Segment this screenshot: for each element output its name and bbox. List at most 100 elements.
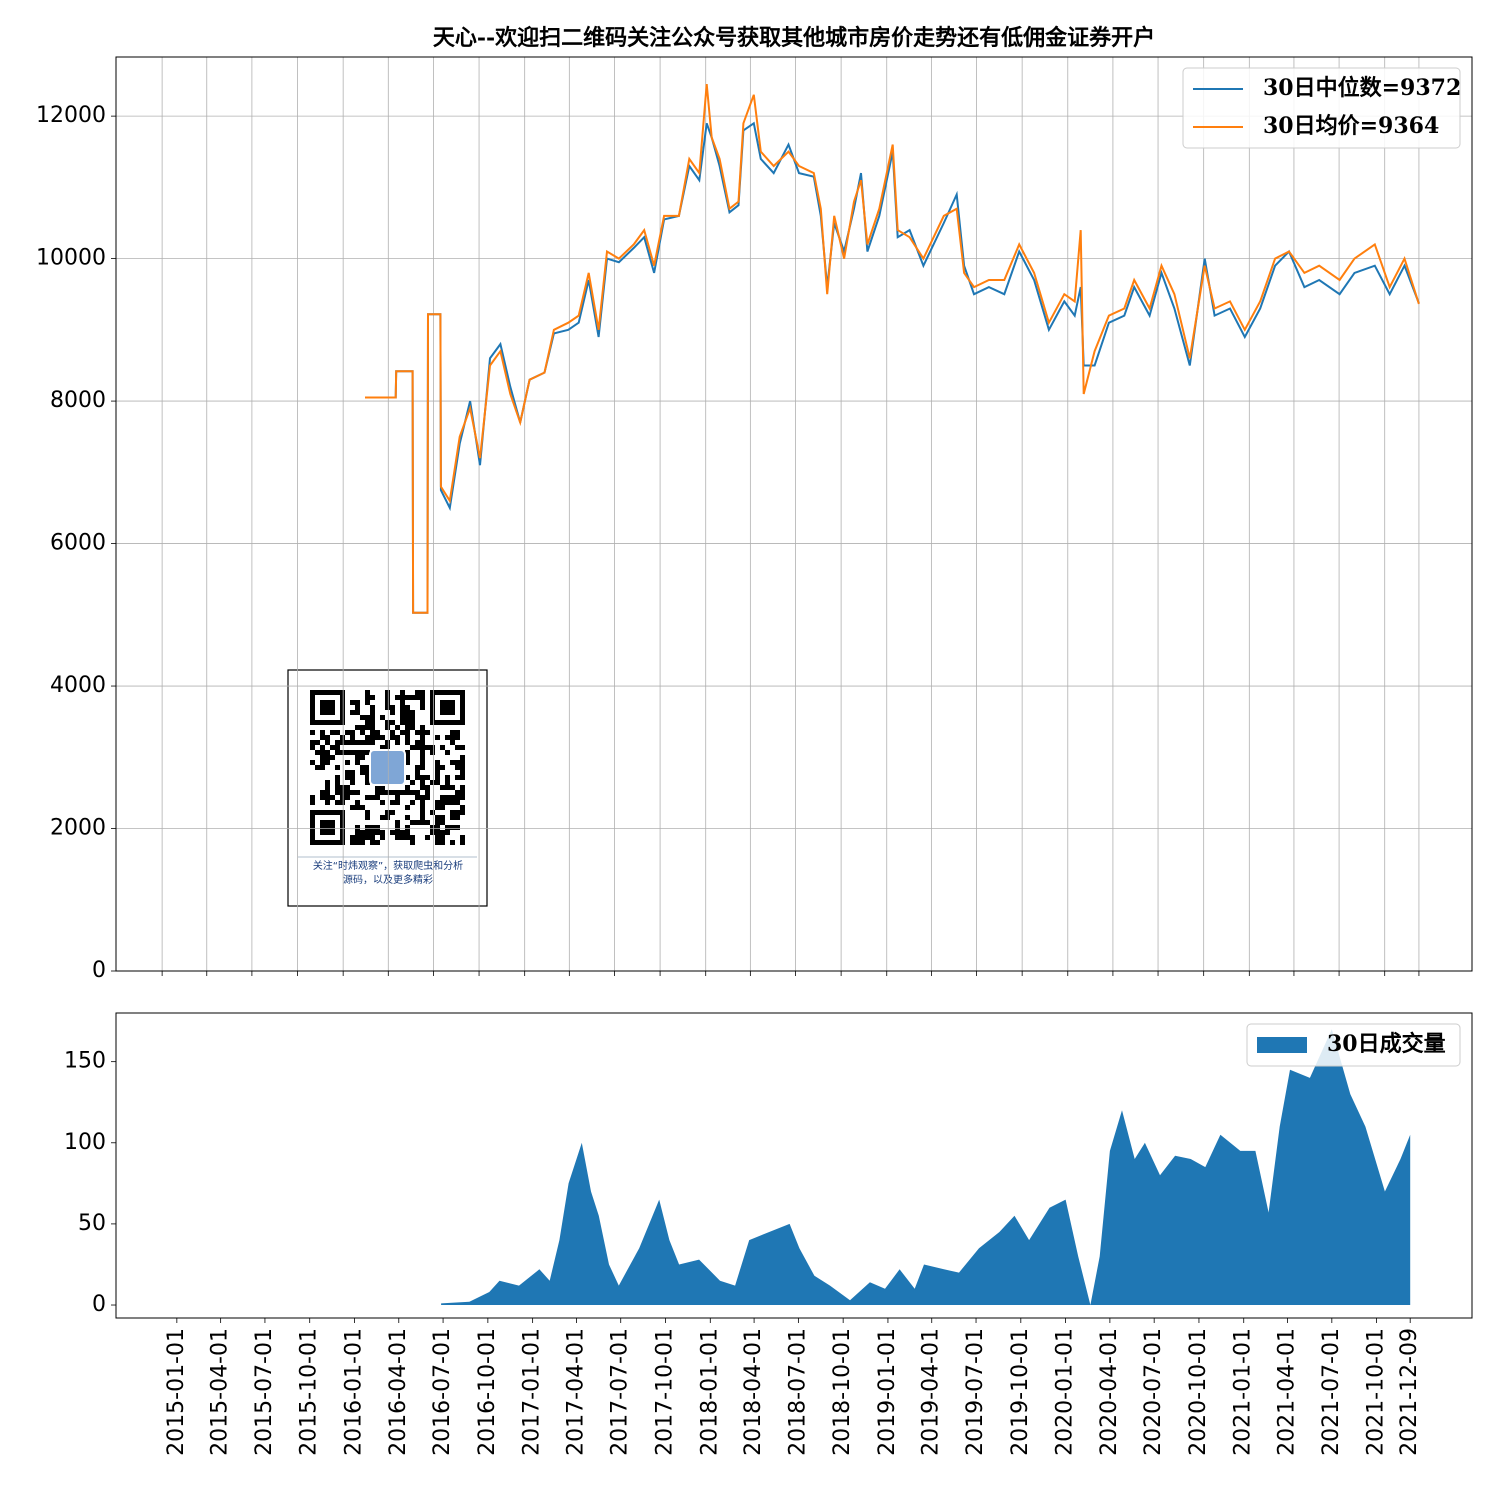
qr-module — [390, 735, 395, 740]
qr-module — [350, 805, 355, 810]
qr-module — [325, 760, 330, 765]
qr-module — [365, 775, 370, 780]
qr-module — [410, 840, 415, 845]
qr-module — [360, 740, 365, 745]
qr-module — [420, 765, 425, 770]
qr-module — [355, 805, 360, 810]
qr-module — [450, 810, 455, 815]
qr-module — [335, 800, 340, 805]
x-tick-label: 2015-01-01 — [164, 1328, 189, 1456]
qr-module — [450, 800, 455, 805]
qr-module — [375, 825, 380, 830]
qr-module — [365, 700, 370, 705]
qr-module — [395, 725, 400, 730]
x-tick-label: 2015-10-01 — [297, 1328, 322, 1456]
qr-module — [365, 830, 370, 835]
qr-module — [350, 840, 355, 845]
y-tick-label: 2000 — [50, 816, 106, 841]
qr-module — [380, 715, 385, 720]
qr-module — [455, 810, 460, 815]
qr-module — [385, 705, 390, 710]
qr-module — [400, 790, 405, 795]
qr-module — [335, 790, 340, 795]
qr-module — [365, 770, 370, 775]
qr-module — [400, 700, 405, 705]
qr-module — [400, 705, 405, 710]
qr-module — [385, 725, 390, 730]
qr-module — [445, 785, 450, 790]
y-tick-label: 150 — [64, 1049, 106, 1074]
qr-module — [395, 695, 400, 700]
qr-module — [420, 750, 425, 755]
qr-module — [430, 825, 435, 830]
qr-module — [395, 790, 400, 795]
qr-module — [400, 695, 405, 700]
qr-module — [330, 755, 335, 760]
qr-module — [350, 710, 355, 715]
plot-frame — [115, 1012, 1473, 1319]
series-area — [441, 1029, 1411, 1306]
qr-module — [365, 725, 370, 730]
qr-module — [445, 825, 450, 830]
qr-module — [325, 790, 330, 795]
qr-module — [425, 730, 430, 735]
qr-module — [410, 835, 415, 840]
qr-module — [430, 810, 435, 815]
qr-module — [310, 800, 315, 805]
qr-module — [360, 770, 365, 775]
legend-label: 30日成交量 — [1327, 1031, 1446, 1057]
qr-module — [450, 840, 455, 845]
x-tick-label: 2021-10-01 — [1364, 1328, 1389, 1456]
qr-module — [350, 775, 355, 780]
qr-module — [360, 830, 365, 835]
qr-module — [405, 805, 410, 810]
qr-module — [385, 720, 390, 725]
qr-module — [450, 740, 455, 745]
qr-module — [460, 790, 465, 795]
qr-module — [410, 820, 415, 825]
qr-module — [355, 700, 360, 705]
qr-module — [405, 835, 410, 840]
qr-module — [370, 835, 375, 840]
qr-module — [320, 745, 325, 750]
qr-module — [420, 820, 425, 825]
qr-module — [350, 835, 355, 840]
qr-module — [360, 765, 365, 770]
qr-module — [365, 750, 370, 755]
legend-label: 30日中位数=9372 — [1263, 75, 1461, 101]
qr-module — [310, 740, 315, 745]
qr-module — [330, 730, 335, 735]
qr-module — [405, 785, 410, 790]
qr-module — [450, 785, 455, 790]
qr-module — [375, 840, 380, 845]
qr-module — [420, 745, 425, 750]
qr-module — [420, 705, 425, 710]
qr-module — [360, 730, 365, 735]
qr-module — [320, 790, 325, 795]
qr-module — [420, 755, 425, 760]
qr-module — [425, 745, 430, 750]
qr-module — [435, 815, 440, 820]
x-tick-label: 2020-07-01 — [1141, 1328, 1166, 1456]
qr-module — [430, 750, 435, 755]
qr-module — [310, 730, 315, 735]
qr-module — [355, 790, 360, 795]
qr-module — [365, 815, 370, 820]
qr-module — [400, 830, 405, 835]
qr-module — [425, 790, 430, 795]
qr-module — [335, 750, 340, 755]
qr-module — [365, 780, 370, 785]
qr-module — [365, 720, 370, 725]
qr-module — [335, 775, 340, 780]
qr-module — [320, 750, 325, 755]
qr-module — [455, 790, 460, 795]
qr-module — [460, 765, 465, 770]
qr-module — [370, 795, 375, 800]
y-tick-label: 6000 — [50, 531, 106, 556]
qr-finder — [320, 700, 335, 715]
qr-module — [395, 735, 400, 740]
qr-module — [445, 830, 450, 835]
qr-module — [365, 740, 370, 745]
qr-module — [385, 740, 390, 745]
qr-module — [420, 775, 425, 780]
